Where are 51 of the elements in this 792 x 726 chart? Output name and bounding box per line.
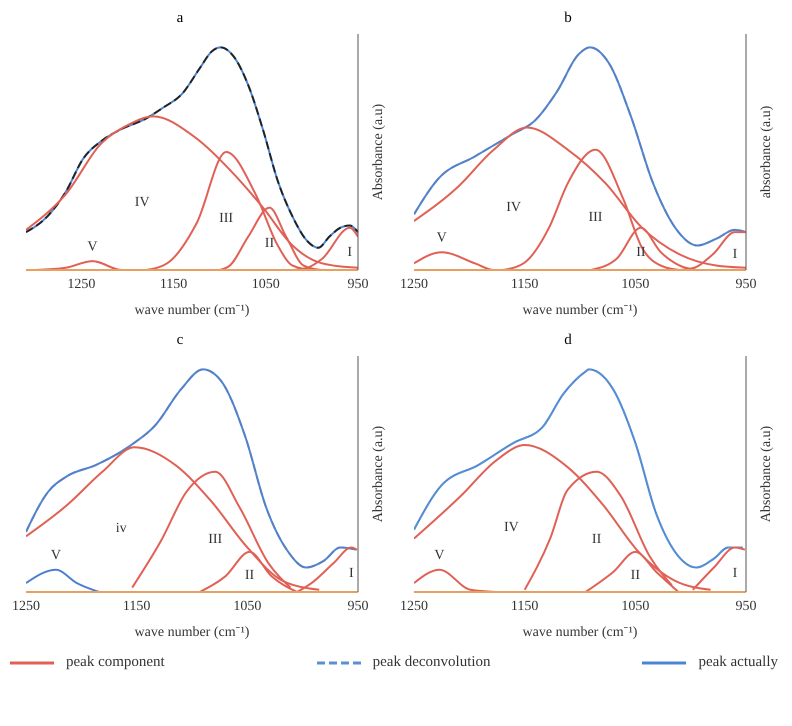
y-axis-title: Absorbance (a.u) bbox=[370, 425, 386, 522]
x-tick-label: 1250 bbox=[400, 276, 428, 292]
annotation: III bbox=[588, 210, 603, 225]
legend-label: peak component bbox=[66, 654, 165, 671]
x-tick-label: 1150 bbox=[510, 598, 538, 614]
x-axis-title: wave number (cm⁻¹) bbox=[134, 303, 250, 318]
annotation: III bbox=[219, 210, 234, 226]
x-axis-title: wave number (cm⁻¹) bbox=[522, 303, 638, 318]
annotation: III bbox=[208, 532, 223, 547]
annotation: iv bbox=[116, 520, 127, 536]
annotation: I bbox=[732, 246, 738, 262]
x-tick-label: 1250 bbox=[67, 276, 96, 292]
x-tick-label: 950 bbox=[348, 276, 368, 292]
legend-label: peak deconvolution bbox=[372, 654, 491, 671]
y-axis-title: Absorbance (a.u) bbox=[758, 425, 774, 522]
annotation: II bbox=[630, 568, 640, 583]
annotation: II bbox=[264, 236, 274, 251]
annotation: II bbox=[244, 568, 255, 583]
annotation: IV bbox=[506, 200, 521, 215]
x-tick-label: 1250 bbox=[400, 598, 428, 614]
x-tick-label: 950 bbox=[736, 598, 756, 614]
x-tick-label: 1250 bbox=[12, 598, 40, 614]
annotation: V bbox=[434, 548, 445, 564]
annotation: V bbox=[436, 230, 447, 246]
annotation: II bbox=[636, 244, 646, 260]
annotation: IV bbox=[504, 520, 519, 535]
chart-title: b bbox=[563, 10, 573, 27]
chart-title: a bbox=[176, 10, 184, 27]
annotation: I bbox=[347, 244, 352, 260]
x-axis-title: wave number (cm⁻¹) bbox=[134, 625, 250, 640]
x-tick-label: 1050 bbox=[621, 598, 650, 614]
annotation: IV bbox=[134, 194, 150, 210]
x-tick-label: 950 bbox=[736, 276, 756, 292]
x-axis-title: wave number (cm⁻¹) bbox=[522, 625, 638, 640]
annotation: V bbox=[87, 239, 98, 254]
x-tick-label: 1150 bbox=[510, 276, 538, 292]
y-axis-title: absorbance (a.u) bbox=[758, 105, 774, 198]
legend-label: peak actually bbox=[698, 654, 778, 671]
x-tick-label: 1050 bbox=[252, 276, 280, 292]
annotation: V bbox=[50, 548, 61, 564]
x-tick-label: 1050 bbox=[233, 598, 262, 614]
chart-title: c bbox=[176, 332, 184, 349]
annotation: I bbox=[349, 566, 354, 581]
annotation: I bbox=[732, 566, 738, 581]
y-axis-title: Absorbance (a.u) bbox=[370, 103, 386, 200]
x-tick-label: 1150 bbox=[122, 598, 150, 614]
annotation: II bbox=[592, 532, 602, 547]
x-tick-label: 950 bbox=[348, 598, 368, 614]
chart-title: d bbox=[563, 332, 573, 349]
x-tick-label: 1050 bbox=[621, 276, 650, 292]
x-tick-label: 1150 bbox=[160, 276, 188, 292]
